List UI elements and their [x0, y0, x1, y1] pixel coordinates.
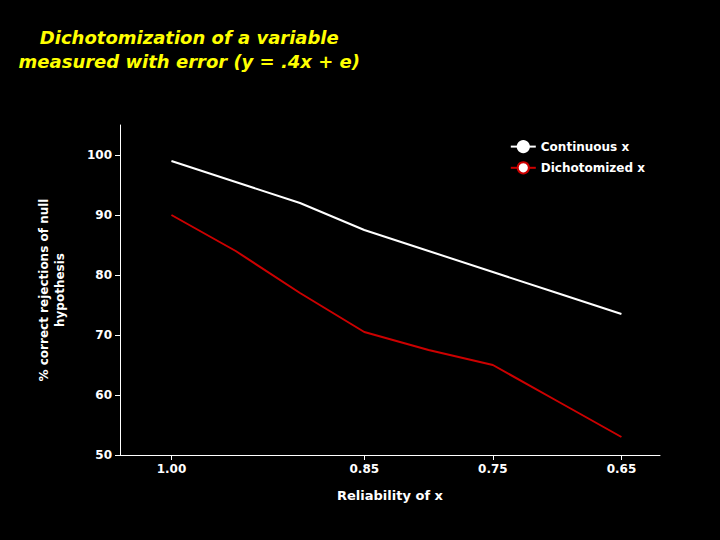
svg-text:60: 60 — [95, 388, 112, 402]
svg-text:1.00: 1.00 — [157, 462, 187, 476]
svg-text:100: 100 — [87, 148, 112, 162]
svg-text:90: 90 — [95, 208, 112, 222]
svg-text:Continuous x: Continuous x — [541, 140, 630, 154]
svg-text:70: 70 — [95, 328, 112, 342]
svg-text:measured with error (y = .4x +: measured with error (y = .4x + e) — [19, 51, 360, 72]
svg-text:Dichotomized x: Dichotomized x — [541, 161, 645, 175]
svg-text:Dichotomization of a variable: Dichotomization of a variable — [40, 27, 339, 48]
svg-text:80: 80 — [95, 268, 112, 282]
svg-text:% correct rejections of null: % correct rejections of null — [37, 199, 51, 382]
svg-text:0.65: 0.65 — [607, 462, 637, 476]
svg-text:0.85: 0.85 — [349, 462, 379, 476]
svg-text:0.75: 0.75 — [478, 462, 508, 476]
svg-text:hypothesis: hypothesis — [53, 253, 67, 327]
svg-text:50: 50 — [95, 448, 112, 462]
svg-text:Reliability of x: Reliability of x — [337, 488, 444, 503]
